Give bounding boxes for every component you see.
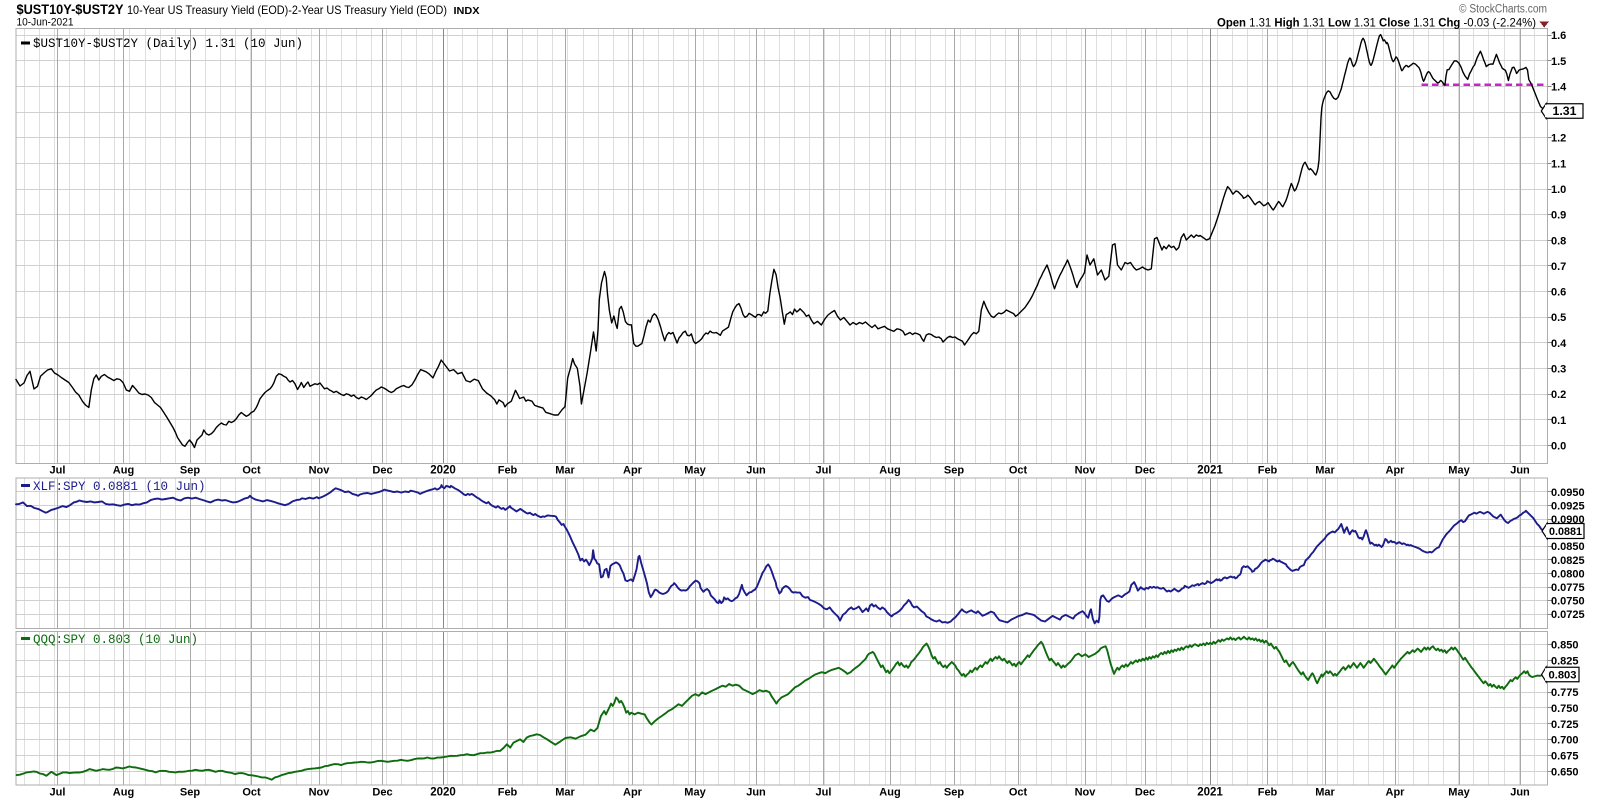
svg-text:2020: 2020 bbox=[430, 465, 456, 477]
svg-text:Sep: Sep bbox=[944, 787, 964, 799]
svg-text:Jul: Jul bbox=[816, 465, 832, 477]
svg-text:Mar: Mar bbox=[1315, 465, 1335, 477]
svg-text:Oct: Oct bbox=[242, 787, 261, 799]
svg-text:May: May bbox=[684, 787, 706, 799]
svg-text:Oct: Oct bbox=[1009, 465, 1028, 477]
svg-text:Jun: Jun bbox=[746, 465, 766, 477]
svg-text:0.0950: 0.0950 bbox=[1551, 487, 1585, 499]
svg-text:Feb: Feb bbox=[1258, 465, 1278, 477]
svg-text:Oct: Oct bbox=[1009, 787, 1028, 799]
svg-text:Dec: Dec bbox=[372, 465, 392, 477]
svg-text:Jul: Jul bbox=[50, 787, 66, 799]
svg-text:Feb: Feb bbox=[1258, 787, 1278, 799]
svg-text:Feb: Feb bbox=[498, 787, 518, 799]
svg-text:0.5: 0.5 bbox=[1551, 312, 1566, 324]
svg-text:Jul: Jul bbox=[50, 465, 66, 477]
svg-text:May: May bbox=[1448, 465, 1470, 477]
svg-text:0.850: 0.850 bbox=[1551, 640, 1579, 652]
svg-text:0.9: 0.9 bbox=[1551, 210, 1566, 222]
svg-text:Dec: Dec bbox=[1135, 787, 1155, 799]
svg-text:Apr: Apr bbox=[1386, 465, 1406, 477]
svg-text:0.803: 0.803 bbox=[1549, 670, 1577, 682]
svg-text:0.700: 0.700 bbox=[1551, 735, 1579, 747]
svg-text:Aug: Aug bbox=[879, 465, 900, 477]
svg-text:Aug: Aug bbox=[113, 787, 134, 799]
svg-text:0.825: 0.825 bbox=[1551, 655, 1579, 667]
svg-text:Sep: Sep bbox=[944, 465, 964, 477]
svg-text:10-Year US Treasury Yield (EOD: 10-Year US Treasury Yield (EOD)-2-Year U… bbox=[127, 3, 447, 17]
svg-text:0.0825: 0.0825 bbox=[1551, 555, 1585, 567]
svg-text:Nov: Nov bbox=[309, 787, 331, 799]
svg-text:0.0: 0.0 bbox=[1551, 441, 1566, 453]
svg-text:1.4: 1.4 bbox=[1551, 81, 1567, 93]
svg-text:INDX: INDX bbox=[454, 5, 480, 17]
svg-text:QQQ:SPY 0.803 (10 Jun): QQQ:SPY 0.803 (10 Jun) bbox=[33, 633, 198, 647]
svg-text:May: May bbox=[684, 465, 706, 477]
svg-text:Jul: Jul bbox=[816, 787, 832, 799]
svg-text:Jun: Jun bbox=[1510, 787, 1530, 799]
svg-text:0.8: 0.8 bbox=[1551, 235, 1566, 247]
svg-text:0.750: 0.750 bbox=[1551, 703, 1579, 715]
svg-text:Oct: Oct bbox=[242, 465, 261, 477]
svg-text:0.3: 0.3 bbox=[1551, 364, 1566, 376]
svg-text:2021: 2021 bbox=[1197, 465, 1223, 477]
svg-text:Aug: Aug bbox=[879, 787, 900, 799]
svg-text:0.0800: 0.0800 bbox=[1551, 568, 1585, 580]
svg-text:May: May bbox=[1448, 787, 1470, 799]
svg-text:0.650: 0.650 bbox=[1551, 766, 1579, 778]
svg-text:$UST10Y-$UST2Y (Daily) 1.31 (1: $UST10Y-$UST2Y (Daily) 1.31 (10 Jun) bbox=[33, 37, 303, 51]
svg-text:© StockCharts.com: © StockCharts.com bbox=[1459, 4, 1547, 16]
svg-text:Aug: Aug bbox=[113, 465, 134, 477]
svg-text:2021: 2021 bbox=[1197, 787, 1223, 799]
svg-text:Sep: Sep bbox=[180, 787, 200, 799]
svg-text:Apr: Apr bbox=[623, 787, 643, 799]
svg-text:Sep: Sep bbox=[180, 465, 200, 477]
svg-text:Jun: Jun bbox=[1510, 465, 1530, 477]
svg-text:Feb: Feb bbox=[498, 465, 518, 477]
svg-text:Jun: Jun bbox=[746, 787, 766, 799]
svg-text:0.1: 0.1 bbox=[1551, 415, 1566, 427]
svg-text:Mar: Mar bbox=[1315, 787, 1335, 799]
svg-text:Nov: Nov bbox=[1075, 465, 1097, 477]
svg-text:10-Jun-2021: 10-Jun-2021 bbox=[17, 17, 74, 29]
svg-text:Mar: Mar bbox=[555, 465, 575, 477]
svg-text:0.6: 0.6 bbox=[1551, 287, 1566, 299]
svg-text:1.1: 1.1 bbox=[1551, 158, 1566, 170]
svg-text:1.6: 1.6 bbox=[1551, 30, 1566, 42]
svg-text:Apr: Apr bbox=[623, 465, 643, 477]
svg-text:Nov: Nov bbox=[1075, 787, 1097, 799]
svg-text:0.0881: 0.0881 bbox=[1549, 526, 1582, 538]
svg-text:0.725: 0.725 bbox=[1551, 719, 1579, 731]
svg-text:1.2: 1.2 bbox=[1551, 133, 1566, 145]
svg-text:0.775: 0.775 bbox=[1551, 687, 1579, 699]
svg-text:0.0775: 0.0775 bbox=[1551, 582, 1585, 594]
svg-text:0.0900: 0.0900 bbox=[1551, 514, 1585, 526]
svg-text:Dec: Dec bbox=[372, 787, 392, 799]
svg-text:XLF:SPY 0.0881 (10 Jun): XLF:SPY 0.0881 (10 Jun) bbox=[33, 480, 206, 494]
svg-text:Dec: Dec bbox=[1135, 465, 1155, 477]
svg-text:Nov: Nov bbox=[309, 465, 331, 477]
svg-text:1.31: 1.31 bbox=[1553, 106, 1578, 118]
svg-text:Apr: Apr bbox=[1386, 787, 1406, 799]
svg-text:0.0750: 0.0750 bbox=[1551, 596, 1585, 608]
svg-text:0.675: 0.675 bbox=[1551, 751, 1579, 763]
svg-text:1.5: 1.5 bbox=[1551, 56, 1566, 68]
svg-text:0.4: 0.4 bbox=[1551, 338, 1567, 350]
svg-text:0.7: 0.7 bbox=[1551, 261, 1566, 273]
svg-text:Mar: Mar bbox=[555, 787, 575, 799]
svg-text:1.0: 1.0 bbox=[1551, 184, 1566, 196]
svg-text:Open 1.31 High 1.31 Low 1.31 C: Open 1.31 High 1.31 Low 1.31 Close 1.31 … bbox=[1217, 16, 1536, 30]
svg-text:0.0850: 0.0850 bbox=[1551, 541, 1585, 553]
svg-text:2020: 2020 bbox=[430, 787, 456, 799]
svg-text:0.0925: 0.0925 bbox=[1551, 500, 1585, 512]
svg-text:0.2: 0.2 bbox=[1551, 389, 1566, 401]
svg-text:0.0725: 0.0725 bbox=[1551, 609, 1585, 621]
svg-text:$UST10Y-$UST2Y: $UST10Y-$UST2Y bbox=[17, 2, 124, 17]
